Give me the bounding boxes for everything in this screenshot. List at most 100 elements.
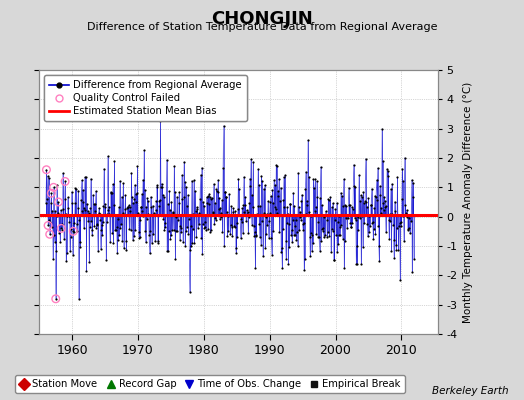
Point: [402, 212, 410, 218]
Point: [223, 209, 231, 216]
Point: [351, 215, 359, 221]
Point: [170, 163, 178, 169]
Point: [91, 208, 100, 214]
Point: [345, 202, 354, 208]
Point: [107, 190, 115, 196]
Point: [345, 201, 353, 208]
Point: [243, 210, 252, 217]
Point: [245, 200, 254, 206]
Point: [395, 222, 403, 229]
Point: [230, 222, 238, 229]
Point: [155, 198, 163, 204]
Point: [184, 230, 193, 237]
Point: [236, 235, 245, 242]
Point: [358, 194, 366, 200]
Point: [198, 250, 206, 257]
Point: [94, 248, 102, 254]
Point: [68, 200, 77, 206]
Point: [316, 195, 324, 201]
Point: [84, 218, 92, 224]
Point: [406, 230, 414, 237]
Point: [213, 188, 221, 194]
Point: [54, 199, 63, 205]
Point: [182, 184, 190, 190]
Point: [401, 202, 409, 208]
Point: [329, 200, 337, 206]
Point: [116, 178, 124, 184]
Point: [226, 231, 234, 238]
Point: [388, 181, 396, 187]
Point: [112, 212, 121, 218]
Point: [328, 226, 336, 232]
Point: [46, 231, 54, 238]
Point: [386, 218, 394, 224]
Point: [283, 211, 292, 218]
Point: [103, 211, 112, 218]
Point: [293, 242, 302, 249]
Point: [254, 166, 263, 172]
Point: [268, 187, 277, 194]
Point: [376, 183, 384, 189]
Point: [144, 211, 152, 218]
Point: [210, 221, 219, 227]
Point: [330, 257, 338, 263]
Point: [377, 210, 385, 216]
Point: [148, 240, 156, 246]
Point: [308, 232, 316, 238]
Point: [193, 206, 201, 212]
Point: [52, 182, 61, 188]
Point: [183, 224, 191, 230]
Point: [339, 202, 347, 209]
Point: [381, 229, 390, 236]
Point: [244, 229, 253, 236]
Point: [321, 208, 330, 214]
Point: [126, 208, 134, 214]
Point: [235, 186, 243, 192]
Point: [201, 224, 210, 230]
Point: [46, 231, 54, 238]
Point: [276, 184, 285, 191]
Point: [222, 193, 230, 200]
Point: [316, 164, 325, 170]
Point: [165, 228, 173, 234]
Point: [68, 188, 76, 195]
Point: [272, 162, 281, 169]
Point: [304, 137, 312, 144]
Point: [47, 190, 56, 196]
Point: [225, 212, 234, 218]
Point: [294, 170, 302, 176]
Point: [69, 228, 78, 234]
Point: [192, 204, 201, 210]
Point: [96, 217, 104, 223]
Point: [262, 214, 270, 220]
Point: [214, 177, 222, 184]
Point: [151, 238, 159, 245]
Point: [357, 261, 365, 267]
Point: [191, 208, 200, 214]
Point: [59, 170, 67, 176]
Point: [181, 242, 189, 249]
Point: [129, 200, 137, 206]
Point: [187, 243, 195, 249]
Point: [168, 227, 176, 233]
Point: [372, 194, 380, 200]
Point: [269, 228, 278, 234]
Point: [132, 191, 140, 197]
Point: [67, 234, 75, 240]
Point: [91, 201, 99, 207]
Point: [268, 251, 276, 258]
Point: [236, 212, 244, 218]
Point: [215, 194, 223, 201]
Point: [165, 188, 173, 194]
Point: [197, 235, 205, 241]
Point: [337, 222, 346, 228]
Point: [163, 248, 171, 254]
Point: [150, 211, 158, 217]
Point: [339, 236, 347, 242]
Point: [319, 225, 327, 232]
Point: [335, 232, 344, 238]
Point: [76, 244, 84, 250]
Point: [376, 192, 385, 198]
Point: [51, 208, 59, 214]
Point: [388, 210, 397, 217]
